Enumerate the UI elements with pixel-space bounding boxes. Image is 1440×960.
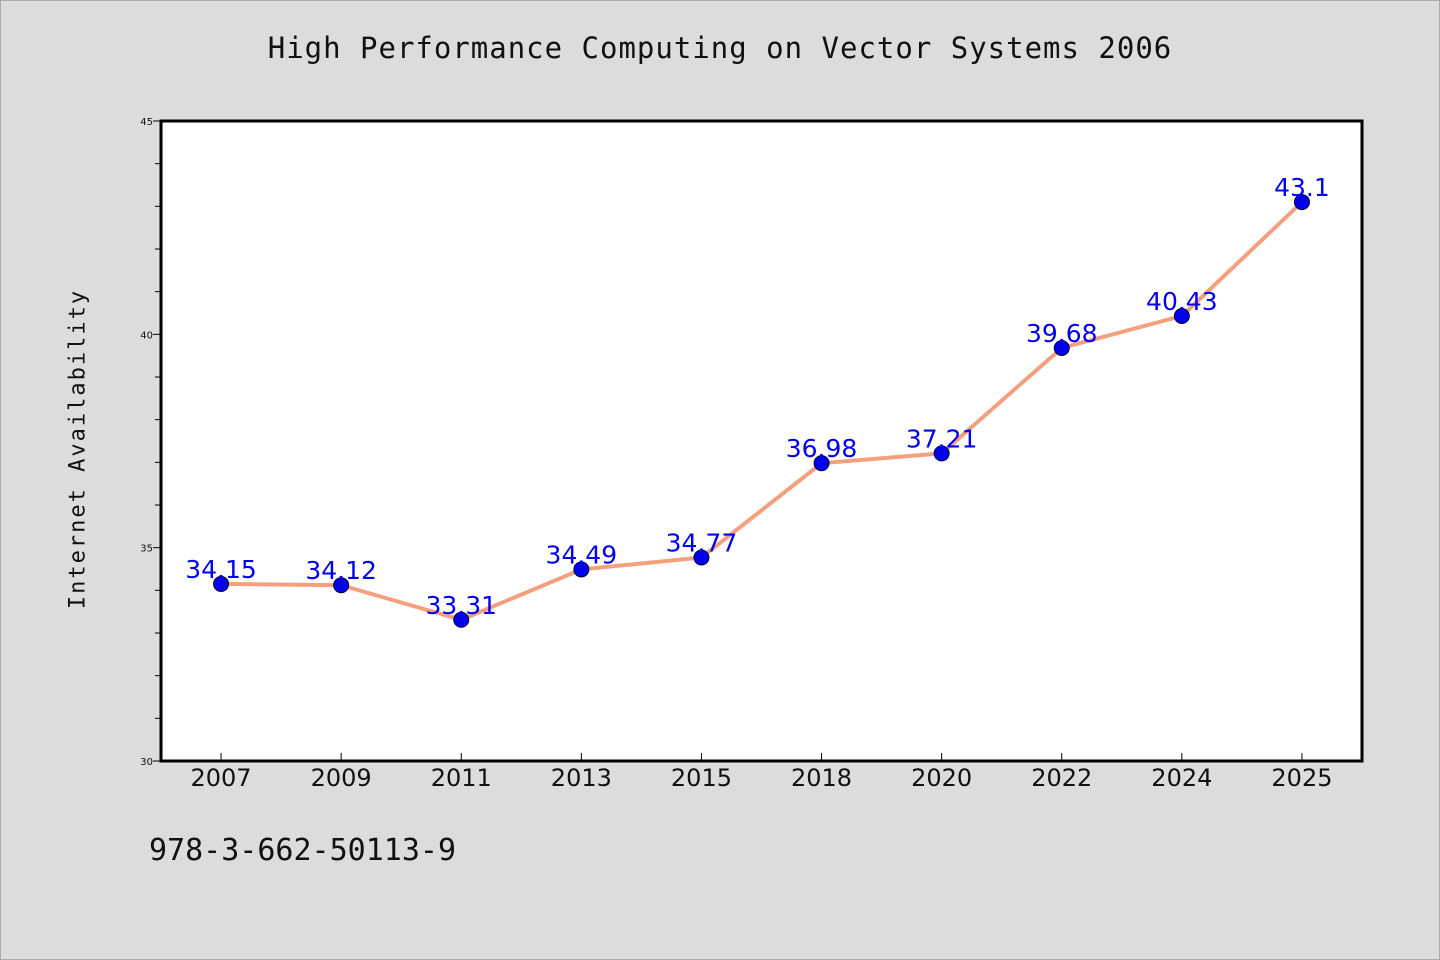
x-tick-label: 2013 <box>551 764 612 792</box>
x-tick-label: 2022 <box>1031 764 1092 792</box>
x-tick-label: 2009 <box>311 764 372 792</box>
data-label: 37.21 <box>906 424 978 453</box>
data-label: 34.15 <box>185 555 257 584</box>
data-point <box>333 577 350 594</box>
x-tick-label: 2007 <box>191 764 252 792</box>
data-point <box>933 445 950 462</box>
isbn-text: 978-3-662-50113-9 <box>149 833 457 868</box>
x-tick-label: 2024 <box>1151 764 1212 792</box>
data-label: 43.1 <box>1274 173 1330 202</box>
x-tick-label: 2011 <box>431 764 492 792</box>
data-point <box>693 549 710 566</box>
y-tick-label: 45 <box>140 117 153 128</box>
data-label: 34.49 <box>546 540 618 569</box>
data-label: 33.31 <box>425 591 497 620</box>
data-label: 40.43 <box>1146 287 1218 316</box>
plot-area <box>159 119 1364 763</box>
series-line <box>219 200 1304 622</box>
data-point <box>813 455 830 472</box>
data-label: 34.77 <box>666 528 738 557</box>
y-tick-label: 30 <box>140 757 153 768</box>
x-tick-label: 2018 <box>791 764 852 792</box>
y-tick-label: 40 <box>140 330 153 341</box>
chart-title: High Performance Computing on Vector Sys… <box>267 31 1173 65</box>
data-point <box>1053 339 1070 356</box>
data-point <box>1293 194 1310 211</box>
data-label: 34.12 <box>305 556 377 585</box>
x-tick-label: 2025 <box>1271 764 1332 792</box>
y-tick-label: 35 <box>140 544 153 555</box>
data-point <box>573 561 590 578</box>
data-label: 39.68 <box>1026 319 1098 348</box>
data-point <box>213 575 230 592</box>
data-point <box>1173 307 1190 324</box>
data-point <box>453 611 470 628</box>
x-tick-label: 2015 <box>671 764 732 792</box>
data-label: 36.98 <box>786 434 858 463</box>
x-tick-label: 2020 <box>911 764 972 792</box>
